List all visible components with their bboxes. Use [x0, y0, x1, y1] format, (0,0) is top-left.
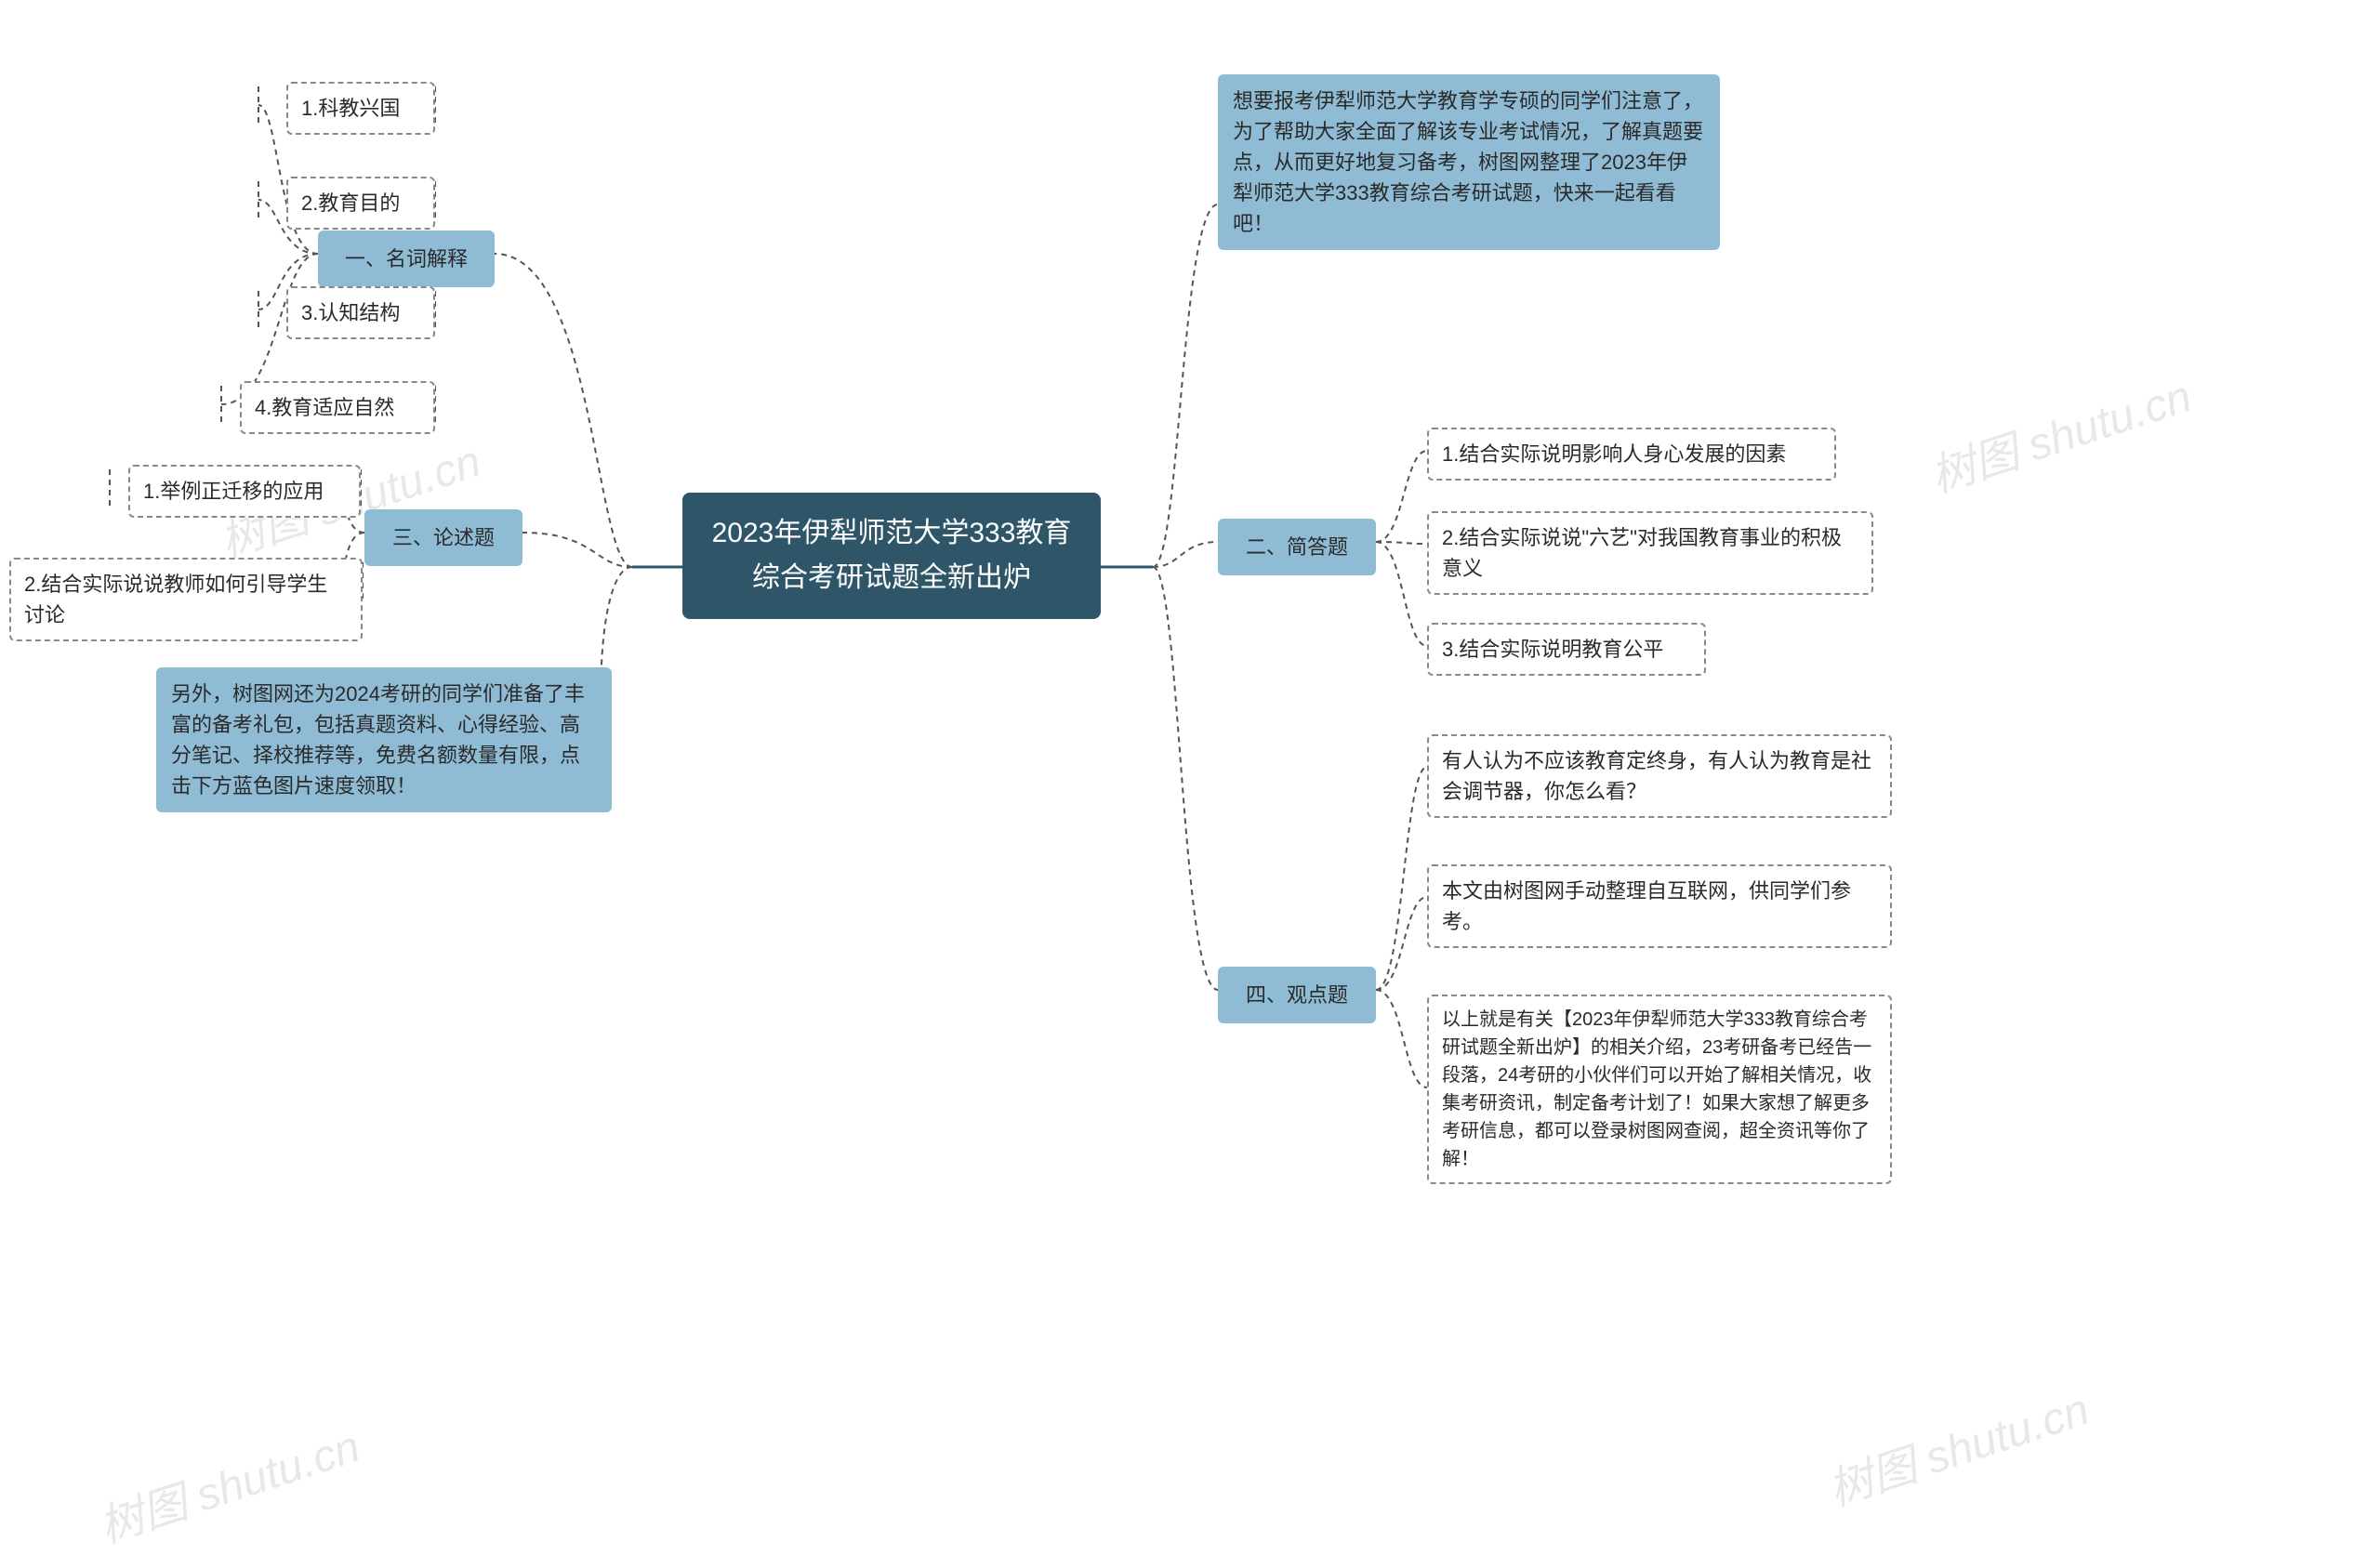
- section1-item-3: 3.认知结构: [286, 286, 435, 339]
- section4-item-2: 本文由树图网手动整理自互联网，供同学们参考。: [1427, 864, 1892, 948]
- section4-item-3: 以上就是有关【2023年伊犁师范大学333教育综合考研试题全新出炉】的相关介绍，…: [1427, 995, 1892, 1184]
- section3-item-1: 1.举例正迁移的应用: [128, 465, 361, 518]
- section1-item-4: 4.教育适应自然: [240, 381, 435, 434]
- section3-title: 三、论述题: [364, 509, 522, 566]
- section3-item-2: 2.结合实际说说教师如何引导学生讨论: [9, 558, 363, 641]
- section4-title: 四、观点题: [1218, 967, 1376, 1023]
- section2-item-1: 1.结合实际说明影响人身心发展的因素: [1427, 428, 1836, 481]
- promo-box: 另外，树图网还为2024考研的同学们准备了丰富的备考礼包，包括真题资料、心得经验…: [156, 667, 612, 812]
- center-node: 2023年伊犁师范大学333教育综合考研试题全新出炉: [682, 493, 1101, 619]
- section2-item-3: 3.结合实际说明教育公平: [1427, 623, 1706, 676]
- section2-title: 二、简答题: [1218, 519, 1376, 575]
- watermark: 树图 shutu.cn: [89, 1410, 366, 1555]
- section1-item-2: 2.教育目的: [286, 177, 435, 230]
- watermark: 树图 shutu.cn: [1921, 360, 2198, 505]
- intro-box: 想要报考伊犁师范大学教育学专硕的同学们注意了，为了帮助大家全面了解该专业考试情况…: [1218, 74, 1720, 250]
- section1-item-1: 1.科教兴国: [286, 82, 435, 135]
- section2-item-2: 2.结合实际说说"六艺"对我国教育事业的积极意义: [1427, 511, 1873, 595]
- section4-item-1: 有人认为不应该教育定终身，有人认为教育是社会调节器，你怎么看？: [1427, 734, 1892, 818]
- section1-title: 一、名词解释: [318, 231, 495, 287]
- watermark: 树图 shutu.cn: [1818, 1373, 2096, 1518]
